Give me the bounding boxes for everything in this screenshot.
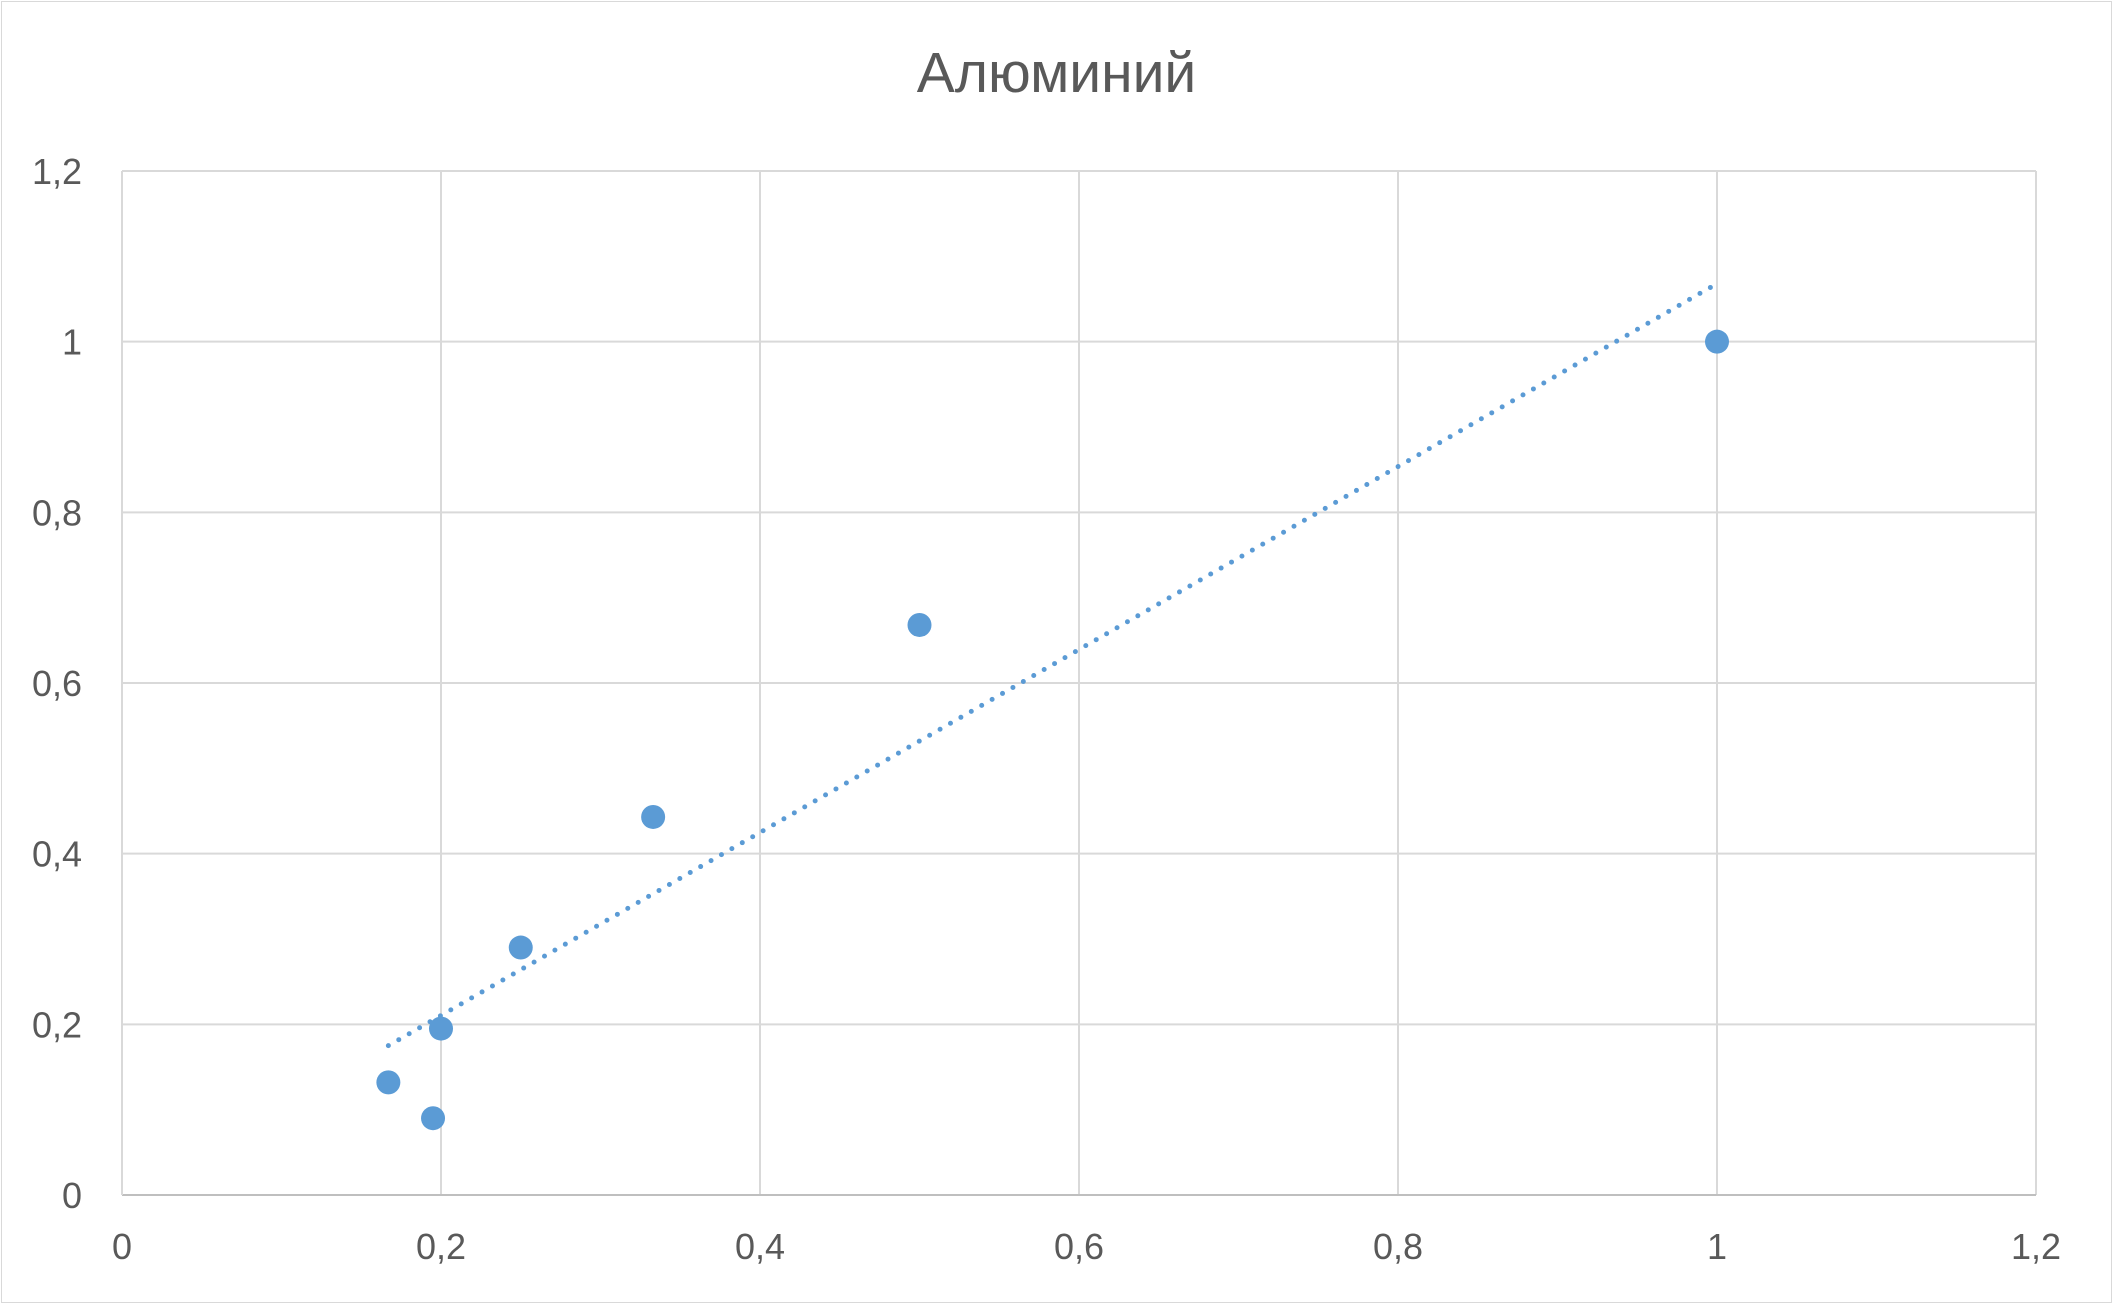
data-point xyxy=(421,1106,446,1131)
trendline-path xyxy=(385,281,1720,1049)
y-tick-label: 1 xyxy=(62,322,82,363)
x-tick-label: 1 xyxy=(1707,1226,1727,1267)
data-points xyxy=(376,329,1729,1131)
y-tick-label: 0,2 xyxy=(32,1004,82,1045)
y-tick-label: 1,2 xyxy=(32,151,82,192)
y-tick-label: 0,4 xyxy=(32,834,82,875)
x-tick-label: 0,2 xyxy=(416,1226,466,1267)
y-tick-label: 0,8 xyxy=(32,492,82,533)
y-tick-label: 0,6 xyxy=(32,663,82,704)
x-tick-label: 0,6 xyxy=(1054,1226,1104,1267)
data-point xyxy=(508,935,533,960)
x-tick-label: 1,2 xyxy=(2011,1226,2061,1267)
x-axis-tick-labels: 0 0,2 0,4 0,6 0,8 1 1,2 xyxy=(112,1226,2061,1267)
data-point xyxy=(641,804,666,829)
x-tick-label: 0,8 xyxy=(1373,1226,1423,1267)
trendline xyxy=(385,281,1720,1049)
data-point xyxy=(376,1070,401,1095)
y-axis-tick-labels: 0 0,2 0,4 0,6 0,8 1 1,2 xyxy=(32,151,82,1216)
data-point xyxy=(907,612,932,637)
data-point xyxy=(429,1016,453,1041)
data-point xyxy=(1705,329,1729,354)
x-tick-label: 0 xyxy=(112,1226,132,1267)
gridlines xyxy=(121,170,2037,1196)
x-tick-label: 0,4 xyxy=(735,1226,785,1267)
y-tick-label: 0 xyxy=(62,1175,82,1216)
chart-title: Алюминий xyxy=(916,41,1197,105)
